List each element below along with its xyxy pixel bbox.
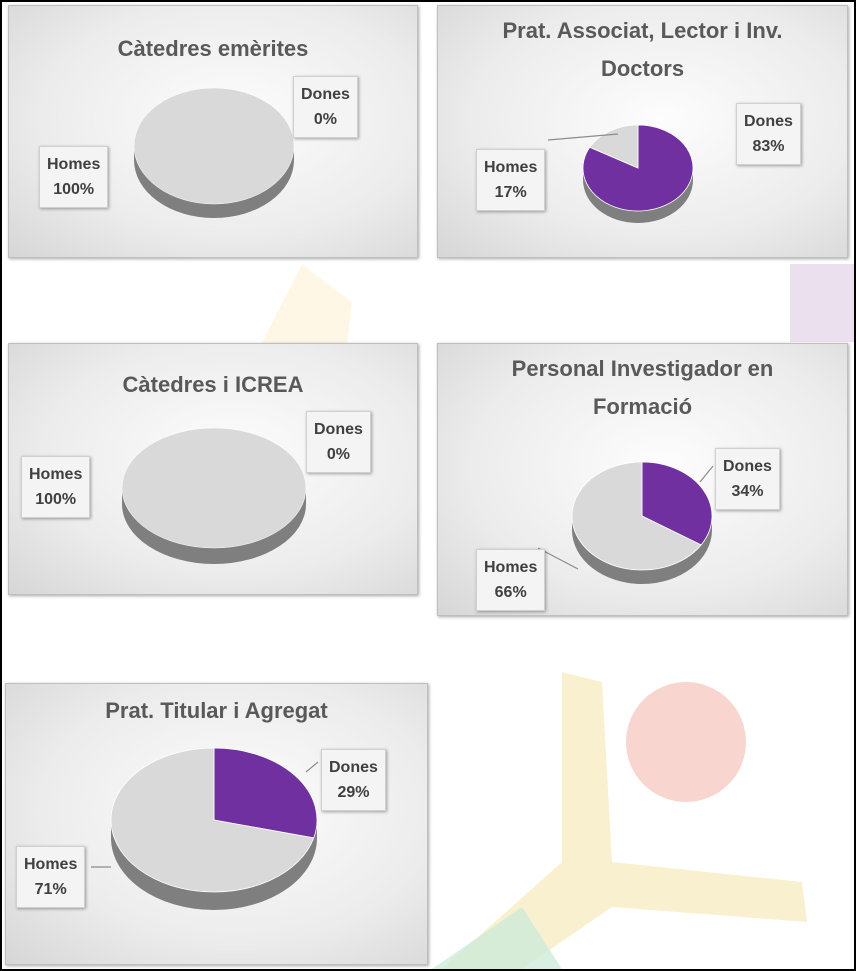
chart-panel: Prat. Associat, Lector i Inv. Doctors Hom…: [437, 5, 848, 258]
label-category: Dones: [329, 759, 378, 776]
data-label: Homes 100%: [21, 456, 91, 518]
label-category: Dones: [744, 113, 793, 130]
label-value: 100%: [53, 181, 95, 198]
logo-shape: [442, 672, 807, 969]
chart-title: Prat. Associat, Lector i Inv. Doctors: [502, 18, 783, 81]
label-value: 71%: [34, 881, 67, 898]
label-value: 83%: [752, 138, 785, 155]
label-category: Homes: [484, 559, 538, 576]
chart-title: Càtedres i ICREA: [122, 372, 304, 397]
data-label: Homes 66%: [476, 549, 546, 611]
pie-chart: [133, 87, 295, 218]
pie-chart: [91, 747, 319, 910]
logo-shape: [432, 907, 562, 969]
logo-shape: [626, 682, 746, 802]
data-label: Dones 29%: [321, 749, 386, 811]
label-category: Homes: [24, 856, 78, 873]
data-label: Homes 17%: [476, 149, 546, 211]
pie-chart: [537, 461, 714, 584]
label-value: 0%: [326, 446, 351, 463]
pie-chart: [547, 124, 694, 223]
label-category: Dones: [301, 86, 350, 103]
leader-line: [305, 761, 319, 773]
label-value: 29%: [337, 784, 370, 801]
pie-slice: [110, 747, 315, 893]
data-label: Dones 0%: [293, 76, 358, 138]
pie-slice: [571, 461, 702, 571]
label-value: 66%: [494, 584, 527, 601]
data-label: Homes 71%: [16, 846, 86, 908]
label-value: 34%: [731, 483, 764, 500]
data-label: Homes 100%: [39, 146, 109, 208]
label-category: Homes: [47, 156, 101, 173]
chart-title: Personal Investigador en Formació: [511, 356, 774, 419]
pie-chart: [121, 427, 307, 564]
data-label: Dones 83%: [736, 103, 801, 165]
leader-line: [547, 133, 619, 141]
chart-title: Prat. Titular i Agregat: [105, 698, 328, 723]
label-value: 17%: [494, 184, 527, 201]
chart-panel: Prat. Titular i Agregat Homes 71% Dones 29%: [5, 683, 428, 965]
label-category: Homes: [29, 466, 83, 483]
chart-title: Càtedres emèrites: [117, 36, 309, 61]
chart-panel: Personal Investigador en Formació Homes 66…: [437, 343, 848, 616]
data-label: Dones 0%: [306, 411, 371, 473]
leader-line: [699, 465, 714, 483]
logo-shape: [790, 264, 854, 342]
chart-panel: Càtedres i ICREA Homes 100% Dones 0%: [8, 343, 418, 595]
pie-slice: [133, 87, 295, 205]
pie-slice: [121, 427, 307, 549]
label-category: Dones: [723, 458, 772, 475]
chart-panel: Càtedres emèrites Homes 100% Dones 0%: [8, 5, 418, 258]
data-label: Dones 34%: [715, 448, 780, 510]
label-category: Dones: [314, 421, 363, 438]
label-category: Homes: [484, 159, 538, 176]
label-value: 100%: [35, 491, 77, 508]
label-value: 0%: [313, 111, 338, 128]
pie-slice: [213, 747, 318, 839]
